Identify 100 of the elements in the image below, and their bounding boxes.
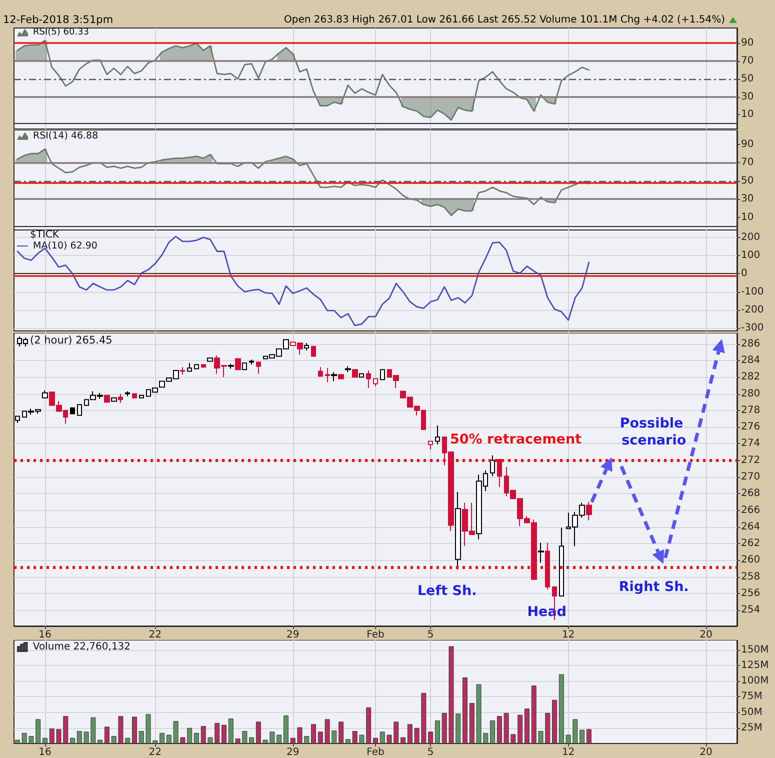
y-tick-label: 150M — [741, 644, 769, 656]
y-tick-label: 100M — [741, 676, 769, 687]
candlestick — [497, 459, 502, 488]
y-tick-label: 264 — [741, 521, 760, 532]
y-tick-label: 256 — [741, 588, 760, 600]
x-tick-label: 16 — [38, 747, 52, 758]
bar — [104, 726, 110, 744]
y-tick-label: 276 — [741, 422, 760, 433]
y-tick-label: 75M — [741, 691, 762, 702]
bar — [194, 732, 199, 744]
y-tick-label: 270 — [741, 472, 760, 483]
candlestick — [435, 424, 440, 446]
candlestick — [538, 542, 544, 564]
y-tick-label: 258 — [741, 571, 760, 582]
candlestick — [77, 404, 82, 416]
candlestick — [373, 378, 378, 387]
y-tick-label: 266 — [741, 504, 760, 516]
candlestick — [194, 364, 199, 370]
bar — [373, 738, 378, 744]
annotation: Right Sh. — [618, 579, 689, 596]
candlestick — [455, 491, 461, 570]
candlestick — [559, 527, 564, 597]
y-tick-label: 30 — [741, 91, 754, 102]
x-tick-label: 22 — [148, 747, 162, 758]
candlestick — [228, 363, 234, 370]
candlestick — [366, 370, 371, 388]
y-tick-label: 284 — [741, 354, 760, 366]
y-tick-label: -100 — [741, 286, 764, 298]
bar — [490, 720, 496, 744]
candlestick — [304, 342, 309, 351]
chart-title: (2 hour) 265.45 — [30, 334, 112, 346]
y-tick-label: 25M — [741, 722, 762, 734]
x-tick-label: 16 — [38, 630, 52, 640]
candlestick — [359, 373, 364, 378]
bar — [132, 716, 137, 744]
x-tick-label: 5 — [427, 747, 434, 758]
bar — [42, 738, 48, 744]
text: Open 263.83 High 267.01 Low 261.66 Last 265.52 Volume 101.1M Chg +4.02 (+1.54%) — [284, 14, 726, 26]
legend-label: MA(10) 62.90 — [33, 240, 98, 252]
ref-line-label: 50% retracement — [450, 431, 582, 448]
y-tick-label: 50M — [741, 706, 762, 718]
candlestick — [311, 346, 316, 357]
candlestick — [139, 394, 144, 398]
candlestick — [118, 393, 123, 404]
y-tick-label: -200 — [741, 304, 764, 316]
x-tick-label: Feb — [366, 747, 384, 758]
candlestick — [338, 374, 344, 380]
bar — [434, 720, 440, 744]
candlestick — [235, 358, 241, 370]
bar — [586, 729, 592, 744]
candlestick — [201, 364, 206, 368]
candlestick — [352, 369, 358, 378]
candlestick — [490, 454, 495, 477]
bar — [345, 739, 350, 744]
bar — [283, 715, 288, 744]
candlestick — [207, 357, 213, 362]
y-tick-label: 262 — [741, 538, 760, 550]
legend-label: RSI(5) 60.33 — [33, 28, 89, 38]
bar — [496, 716, 502, 744]
y-tick-label: 90 — [741, 38, 754, 49]
y-tick-label: 70 — [741, 157, 754, 168]
candlestick — [70, 407, 75, 414]
x-tick-label: 12 — [562, 747, 575, 758]
annotation: Left Sh. — [417, 583, 477, 600]
y-tick-label: 90 — [741, 139, 754, 150]
y-tick-label: 30 — [741, 194, 754, 205]
y-tick-label: 286 — [741, 338, 760, 350]
bar — [400, 737, 406, 744]
candlestick — [345, 366, 351, 373]
candlestick — [104, 394, 110, 403]
legend-label: Volume 22,760,132 — [32, 642, 131, 652]
y-tick-label: 70 — [741, 56, 754, 67]
y-tick-label: 274 — [741, 438, 760, 450]
y-tick-label: 125M — [741, 660, 769, 672]
chart-subtitle: 12-Feb-2018 3:51pm — [3, 14, 114, 26]
candlestick — [545, 542, 550, 590]
candlestick — [180, 366, 185, 376]
x-tick-label: 29 — [286, 630, 300, 640]
y-tick-label: 50 — [741, 73, 754, 84]
y-tick-label: -300 — [741, 322, 764, 334]
bar — [222, 724, 227, 744]
candlestick — [242, 362, 247, 370]
y-tick-label: 280 — [741, 388, 760, 400]
y-tick-label: 254 — [741, 604, 760, 616]
y-tick-label: 278 — [741, 404, 760, 416]
x-tick-label: 20 — [700, 747, 712, 758]
candlestick — [325, 367, 330, 383]
bar — [14, 740, 20, 744]
legend-label: RSI(14) 46.88 — [33, 130, 98, 142]
y-tick-label: 10 — [741, 212, 754, 223]
x-tick-label: 20 — [700, 630, 712, 640]
x-tick-label: Feb — [366, 630, 384, 640]
candlestick — [42, 390, 48, 398]
chart-title: $TICK — [30, 230, 60, 240]
annotation: Possible scenario — [620, 416, 688, 449]
candlestick — [256, 362, 261, 374]
bar — [70, 738, 76, 744]
candlestick — [187, 362, 192, 372]
candlestick — [331, 372, 337, 382]
bar — [311, 724, 316, 744]
